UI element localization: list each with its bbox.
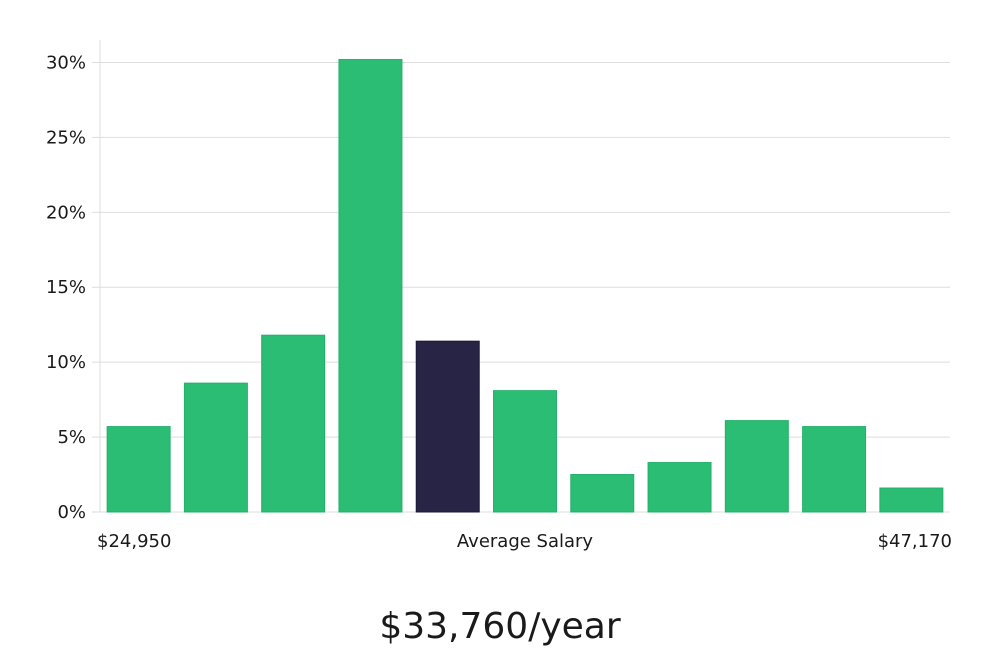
- x-label-right: $47,170: [878, 531, 952, 552]
- bar-2: [261, 334, 326, 513]
- y-tick-label-0: 0%: [57, 502, 86, 523]
- bar-10: [879, 487, 944, 513]
- bar-7: [647, 462, 712, 513]
- tick-labels: 0% 5% 10% 15% 20% 25% 30%: [46, 52, 86, 523]
- bar-9: [802, 426, 867, 513]
- y-tick-label-2: 10%: [46, 352, 86, 373]
- bar-5: [493, 390, 557, 513]
- x-label-left: $24,950: [97, 531, 171, 552]
- bar-0: [106, 426, 171, 513]
- average-salary-value: $33,760/year: [379, 606, 621, 647]
- y-tick-label-4: 20%: [46, 202, 86, 223]
- bar-6: [570, 474, 635, 513]
- y-tick-label-3: 15%: [46, 277, 86, 298]
- bar-3: [338, 58, 403, 513]
- y-tick-label-1: 5%: [57, 427, 86, 448]
- y-tick-label-5: 25%: [46, 127, 86, 148]
- bar-average: [415, 340, 480, 513]
- y-tick-label-6: 30%: [46, 52, 86, 73]
- bar-1: [183, 382, 248, 513]
- bars: [106, 58, 944, 513]
- bar-8: [724, 420, 789, 513]
- y-axis: [92, 40, 101, 513]
- x-label-center: Average Salary: [457, 531, 594, 552]
- salary-distribution-chart: 0% 5% 10% 15% 20% 25% 30% $24,950 Average Sala…: [46, 40, 952, 552]
